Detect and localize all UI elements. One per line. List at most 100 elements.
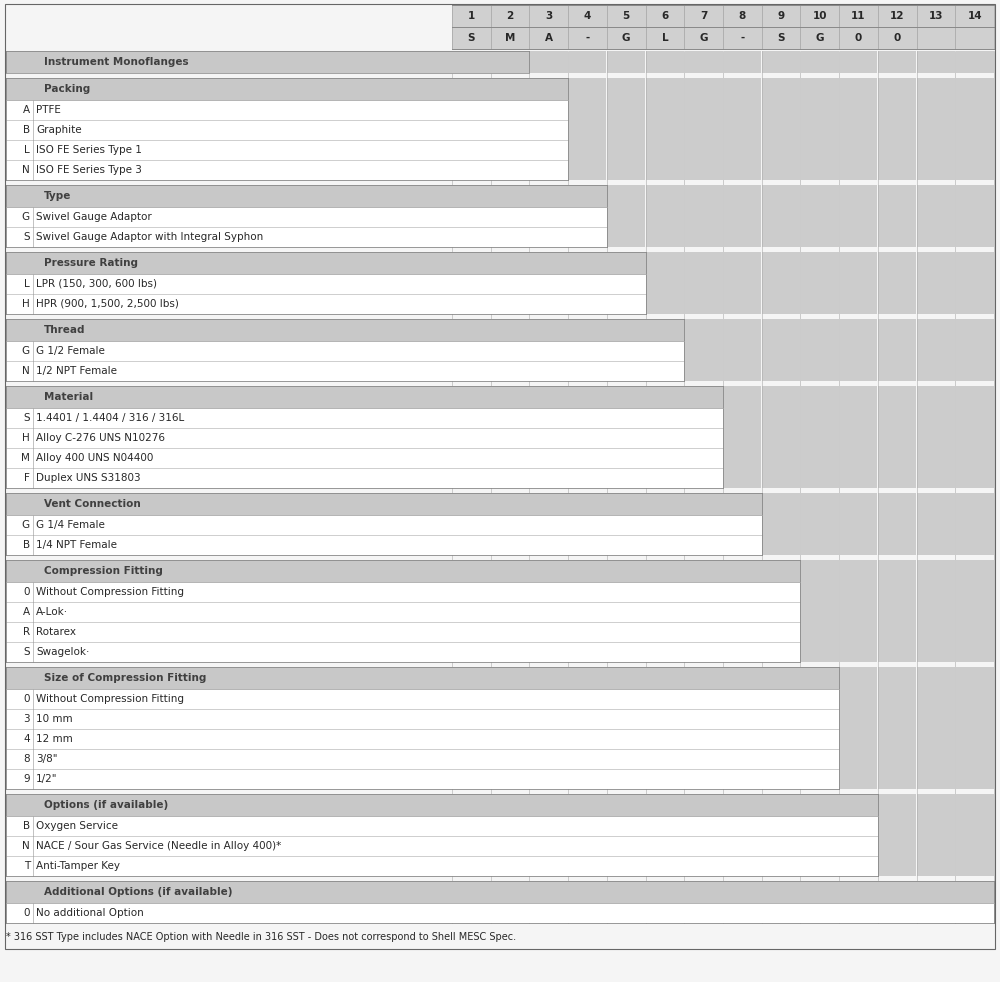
Text: 11: 11	[851, 11, 866, 21]
Bar	[6, 294, 646, 314]
Bar	[724, 185, 761, 247]
Bar	[840, 252, 877, 314]
Text: Without Compression Fitting: Without Compression Fitting	[36, 694, 184, 704]
Bar	[917, 78, 955, 180]
Bar	[6, 582, 800, 602]
Text: G: G	[816, 33, 824, 43]
Bar	[6, 120, 568, 140]
Bar	[607, 78, 645, 180]
Bar	[6, 428, 723, 448]
Bar	[724, 252, 761, 314]
Bar	[956, 667, 994, 789]
Bar	[917, 51, 955, 73]
Bar	[6, 227, 607, 247]
Text: L: L	[24, 279, 30, 289]
Text: 1/4 NPT Female: 1/4 NPT Female	[36, 540, 117, 550]
Bar	[917, 493, 955, 555]
Bar	[685, 252, 722, 314]
Bar	[6, 319, 684, 341]
Text: A: A	[23, 607, 30, 617]
Bar	[956, 185, 994, 247]
Text: 8: 8	[739, 11, 746, 21]
Text: -: -	[740, 33, 744, 43]
Bar	[6, 386, 723, 408]
Text: G: G	[22, 346, 30, 356]
Text: Rotarex: Rotarex	[36, 627, 76, 637]
Text: M: M	[505, 33, 515, 43]
Text: T: T	[24, 861, 30, 871]
Bar	[762, 185, 800, 247]
Text: B: B	[23, 125, 30, 135]
Bar	[840, 386, 877, 488]
Text: 0: 0	[24, 908, 30, 918]
Bar	[917, 667, 955, 789]
Text: Alloy 400 UNS N04400: Alloy 400 UNS N04400	[36, 453, 153, 463]
Text: Instrument Monoflanges: Instrument Monoflanges	[44, 57, 189, 67]
Text: 4: 4	[23, 734, 30, 744]
Bar	[840, 493, 877, 555]
Text: N: N	[22, 841, 30, 851]
Text: NACE / Sour Gas Service (Needle in Alloy 400)*: NACE / Sour Gas Service (Needle in Alloy…	[36, 841, 281, 851]
Bar	[878, 667, 916, 789]
Text: H: H	[22, 299, 30, 309]
Text: L: L	[662, 33, 668, 43]
Bar	[840, 560, 877, 662]
Bar	[762, 51, 800, 73]
Text: Type: Type	[44, 191, 71, 201]
Bar	[878, 560, 916, 662]
Text: 3: 3	[545, 11, 552, 21]
Bar	[724, 319, 761, 381]
Bar	[6, 448, 723, 468]
Text: S: S	[23, 232, 30, 242]
Text: Vent Connection: Vent Connection	[44, 499, 141, 509]
Bar	[6, 207, 607, 227]
Bar	[917, 185, 955, 247]
Text: Without Compression Fitting: Without Compression Fitting	[36, 587, 184, 597]
Bar	[6, 535, 762, 555]
Bar	[6, 51, 529, 73]
Bar	[801, 386, 839, 488]
Text: S: S	[23, 413, 30, 423]
Text: H: H	[22, 433, 30, 443]
Bar	[801, 252, 839, 314]
Bar	[6, 709, 839, 729]
Text: 13: 13	[929, 11, 943, 21]
Text: No additional Option: No additional Option	[36, 908, 144, 918]
Text: 1/2": 1/2"	[36, 774, 58, 784]
Text: 6: 6	[661, 11, 669, 21]
Text: G 1/2 Female: G 1/2 Female	[36, 346, 105, 356]
Bar	[6, 689, 839, 709]
Text: 0: 0	[24, 587, 30, 597]
Bar	[724, 78, 761, 180]
Text: HPR (900, 1,500, 2,500 lbs): HPR (900, 1,500, 2,500 lbs)	[36, 299, 179, 309]
Bar	[840, 667, 877, 789]
Bar	[917, 794, 955, 876]
Text: PTFE: PTFE	[36, 105, 61, 115]
Bar	[917, 386, 955, 488]
Bar	[878, 252, 916, 314]
Bar	[452, 5, 994, 27]
Bar	[6, 794, 878, 816]
Bar	[917, 319, 955, 381]
Text: Packing: Packing	[44, 84, 90, 94]
Bar	[6, 78, 568, 100]
Text: M: M	[21, 453, 30, 463]
Text: * 316 SST Type includes NACE Option with Needle in 316 SST - Does not correspond: * 316 SST Type includes NACE Option with…	[6, 932, 516, 942]
Bar	[6, 468, 723, 488]
Bar	[801, 560, 839, 662]
Text: B: B	[23, 821, 30, 831]
Bar	[6, 881, 994, 903]
Bar	[801, 51, 839, 73]
Text: Oxygen Service: Oxygen Service	[36, 821, 118, 831]
Bar	[6, 493, 762, 515]
Text: S: S	[23, 647, 30, 657]
Text: Size of Compression Fitting: Size of Compression Fitting	[44, 673, 206, 683]
Text: 8: 8	[23, 754, 30, 764]
Text: Options (if available): Options (if available)	[44, 800, 168, 810]
Text: 0: 0	[855, 33, 862, 43]
Bar	[6, 408, 723, 428]
Text: 12: 12	[890, 11, 904, 21]
Text: F: F	[24, 473, 30, 483]
Bar	[801, 78, 839, 180]
Bar	[840, 185, 877, 247]
